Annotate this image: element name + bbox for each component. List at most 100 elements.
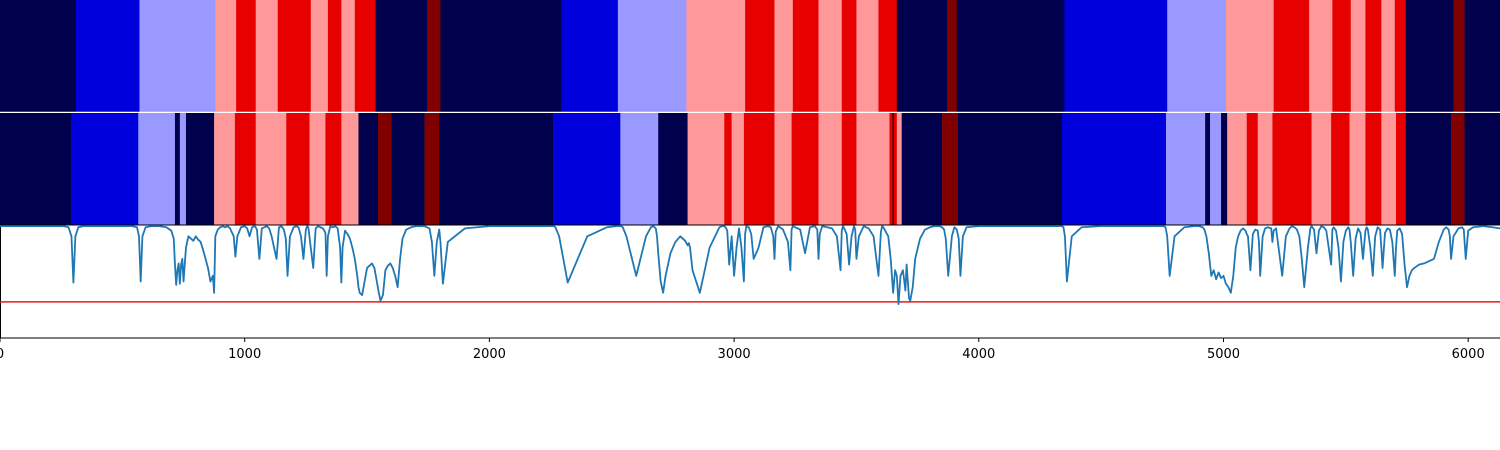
track-top-segment-13 bbox=[440, 0, 562, 112]
x-tick-label-4: 4000 bbox=[962, 347, 995, 362]
track-bottom-segment-13 bbox=[358, 113, 379, 225]
track-top-segment-18 bbox=[774, 0, 794, 112]
track-bottom-segment-39 bbox=[1221, 113, 1228, 225]
track-top-segment-17 bbox=[745, 0, 775, 112]
track-top-segment-7 bbox=[310, 0, 329, 112]
track-top-segment-29 bbox=[1225, 0, 1274, 112]
track-bottom-segment-51 bbox=[1451, 113, 1465, 225]
line-panel-frame bbox=[0, 224, 1500, 339]
track-top-segment-10 bbox=[354, 0, 376, 112]
track-top-segment-1 bbox=[75, 0, 140, 112]
track-top-heatmap bbox=[0, 0, 1500, 112]
track-top-segment-38 bbox=[1453, 0, 1465, 112]
track-bottom-segment-29 bbox=[856, 113, 890, 225]
track-top-segment-35 bbox=[1381, 0, 1396, 112]
track-bottom-segment-35 bbox=[1061, 113, 1167, 225]
track-top-segment-19 bbox=[792, 0, 819, 112]
x-tick-label-6: 6000 bbox=[1452, 347, 1485, 362]
track-top-segment-14 bbox=[561, 0, 619, 112]
track-top-segment-31 bbox=[1309, 0, 1333, 112]
track-top-segment-0 bbox=[0, 0, 77, 112]
track-bottom-segment-31 bbox=[896, 113, 903, 225]
track-top-segment-15 bbox=[617, 0, 687, 112]
track-bottom-segment-21 bbox=[687, 113, 725, 225]
track-bottom-segment-27 bbox=[818, 113, 843, 225]
track-top-segment-27 bbox=[1064, 0, 1168, 112]
track-bottom-segment-25 bbox=[774, 113, 792, 225]
track-top-segment-30 bbox=[1273, 0, 1310, 112]
track-bottom-segment-32 bbox=[901, 113, 943, 225]
track-bottom-segment-1 bbox=[70, 113, 139, 225]
track-bottom-segment-47 bbox=[1365, 113, 1382, 225]
track-bottom-segment-37 bbox=[1205, 113, 1211, 225]
track-top-segment-20 bbox=[818, 0, 843, 112]
series-line bbox=[0, 225, 1500, 305]
track-top-segment-6 bbox=[277, 0, 312, 112]
track-bottom-segment-36 bbox=[1165, 113, 1206, 225]
track-top-segment-9 bbox=[341, 0, 356, 112]
track-bottom-segment-14 bbox=[378, 113, 392, 225]
track-top-segment-24 bbox=[896, 0, 948, 112]
track-top-segment-3 bbox=[215, 0, 237, 112]
track-bottom-segment-4 bbox=[179, 113, 187, 225]
track-bottom-segment-45 bbox=[1331, 113, 1350, 225]
track-bottom-segment-9 bbox=[286, 113, 310, 225]
track-bottom-segment-3 bbox=[174, 113, 181, 225]
track-top-segment-39 bbox=[1464, 0, 1500, 112]
track-top-segment-36 bbox=[1394, 0, 1407, 112]
track-top-segment-4 bbox=[236, 0, 257, 112]
track-bottom-segment-38 bbox=[1210, 113, 1222, 225]
track-top-segment-37 bbox=[1405, 0, 1454, 112]
track-bottom-segment-41 bbox=[1246, 113, 1259, 225]
track-bottom-segment-23 bbox=[731, 113, 745, 225]
track-bottom-segment-18 bbox=[553, 113, 621, 225]
track-bottom-segment-11 bbox=[325, 113, 342, 225]
track-bottom-segment-42 bbox=[1257, 113, 1273, 225]
track-bottom-segment-2 bbox=[138, 113, 176, 225]
track-top-segment-11 bbox=[375, 0, 428, 112]
track-bottom-segment-5 bbox=[185, 113, 215, 225]
track-bottom-segment-0 bbox=[0, 113, 72, 225]
track-bottom-segment-8 bbox=[255, 113, 287, 225]
track-top-segment-33 bbox=[1350, 0, 1366, 112]
track-bottom-segment-15 bbox=[391, 113, 425, 225]
track-bottom-segment-33 bbox=[942, 113, 959, 225]
track-bottom-segment-43 bbox=[1272, 113, 1312, 225]
track-top-segment-12 bbox=[426, 0, 441, 112]
track-bottom-segment-10 bbox=[309, 113, 326, 225]
series-group bbox=[0, 225, 1500, 305]
track-bottom-heatmap bbox=[0, 113, 1500, 225]
track-bottom-segment-46 bbox=[1349, 113, 1366, 225]
x-tick-label-0: 0 bbox=[0, 347, 4, 362]
track-top-segment-16 bbox=[686, 0, 746, 112]
x-tick-label-3: 3000 bbox=[718, 347, 751, 362]
track-bottom-segment-50 bbox=[1405, 113, 1452, 225]
track-top-segment-21 bbox=[841, 0, 857, 112]
track-bottom-segment-12 bbox=[341, 113, 359, 225]
x-axis: 0 1000 2000 3000 4000 5000 6000 bbox=[0, 338, 1485, 362]
track-top-segment-32 bbox=[1332, 0, 1352, 112]
track-top-segment-23 bbox=[878, 0, 898, 112]
track-bottom-segment-40 bbox=[1227, 113, 1248, 225]
track-bottom-segment-28 bbox=[841, 113, 857, 225]
track-bottom-segment-44 bbox=[1311, 113, 1332, 225]
track-bottom-segment-22 bbox=[724, 113, 732, 225]
line-panel bbox=[0, 224, 1500, 339]
track-top-segment-28 bbox=[1167, 0, 1227, 112]
x-tick-label-1: 1000 bbox=[228, 347, 261, 362]
track-bottom-segment-34 bbox=[957, 113, 1063, 225]
track-top-segment-2 bbox=[139, 0, 216, 112]
track-bottom-segment-7 bbox=[234, 113, 257, 225]
track-top-segment-5 bbox=[255, 0, 279, 112]
track-bottom-segment-20 bbox=[658, 113, 688, 225]
track-bottom-segment-16 bbox=[424, 113, 440, 225]
track-bottom-segment-19 bbox=[620, 113, 659, 225]
track-top-segment-25 bbox=[946, 0, 958, 112]
track-bottom-segment-48 bbox=[1381, 113, 1397, 225]
track-bottom-segment-49 bbox=[1396, 113, 1407, 225]
track-bottom-segment-24 bbox=[743, 113, 775, 225]
x-tick-label-2: 2000 bbox=[473, 347, 506, 362]
track-bottom-segment-52 bbox=[1464, 113, 1500, 225]
track-top-segment-26 bbox=[956, 0, 1065, 112]
